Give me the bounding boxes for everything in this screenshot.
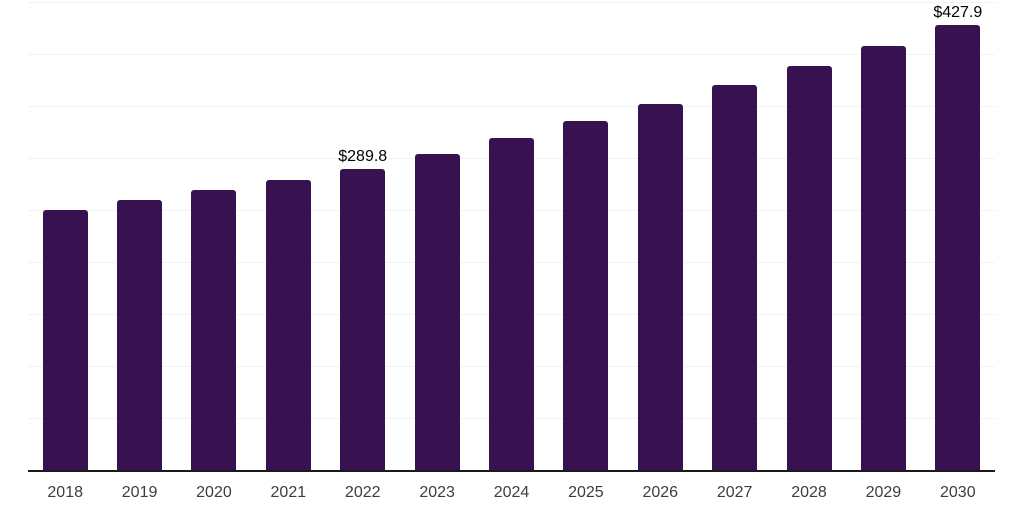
bar-2025: [563, 121, 609, 470]
x-tick-2018: 2018: [47, 484, 83, 501]
bar-value-label-2022: $289.8: [338, 147, 388, 165]
bar-2022: [340, 168, 386, 470]
bar-2026: [637, 103, 683, 470]
x-tick-2029: 2029: [865, 484, 902, 501]
x-tick-2020: 2020: [196, 484, 232, 501]
bar-2020: [191, 190, 237, 470]
bar-2029: [860, 45, 906, 470]
x-tick-2021: 2021: [270, 484, 307, 501]
x-tick-2023: 2023: [419, 484, 455, 501]
gridline-450: [28, 2, 995, 3]
x-tick-2027: 2027: [716, 484, 753, 501]
bar-2028: [786, 66, 832, 470]
bar-2021: [265, 179, 311, 470]
bar-2027: [712, 85, 758, 470]
x-tick-2024: 2024: [493, 484, 530, 501]
bar-2030: [935, 24, 981, 470]
gridline-350: [28, 106, 995, 107]
bar-value-label-2030: $427.9: [933, 3, 983, 21]
bar-2019: [117, 200, 163, 470]
x-tick-2026: 2026: [642, 484, 679, 501]
x-tick-2022: 2022: [344, 484, 381, 501]
x-axis-line: [28, 470, 995, 472]
bar-2018: [42, 210, 88, 470]
x-tick-2019: 2019: [121, 484, 158, 501]
x-tick-2025: 2025: [568, 484, 604, 501]
bar-2023: [414, 153, 460, 470]
x-tick-2028: 2028: [791, 484, 827, 501]
bar-2024: [489, 137, 534, 470]
gridline-400: [28, 54, 995, 55]
x-tick-2030: 2030: [940, 484, 976, 501]
